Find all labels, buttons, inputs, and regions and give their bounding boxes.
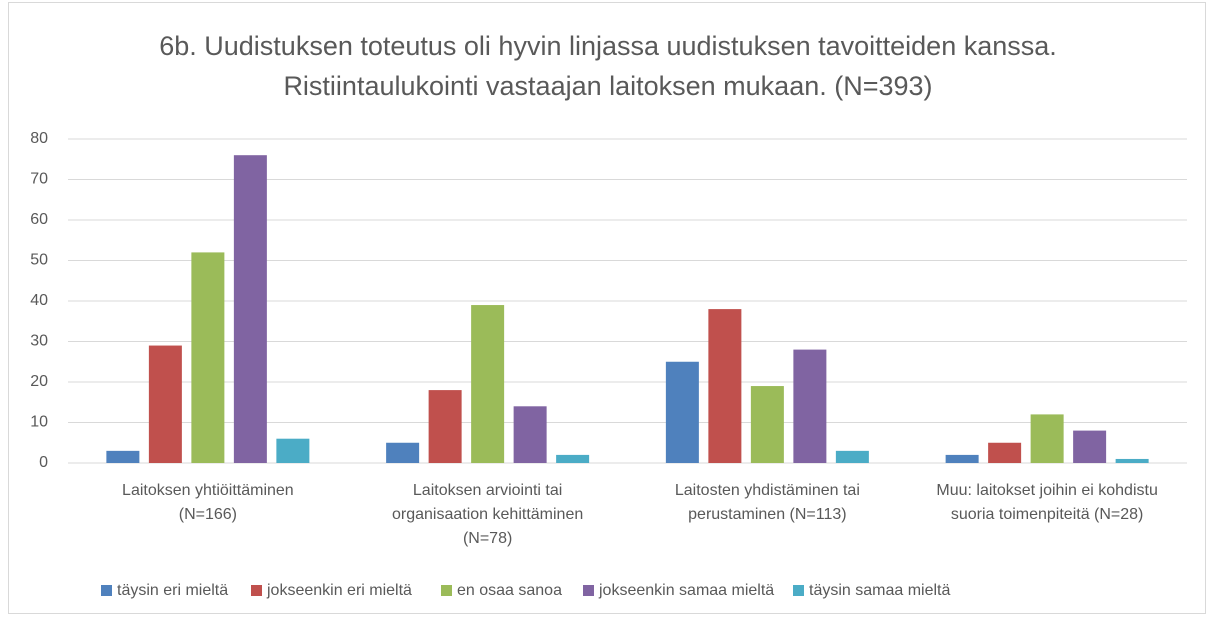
bar — [1030, 414, 1064, 463]
chart-title: 6b. Uudistuksen toteutus oli hyvin linja… — [159, 31, 1057, 101]
bar — [988, 442, 1022, 463]
legend-label: jokseenkin eri mieltä — [266, 582, 412, 599]
bar — [471, 305, 505, 463]
bar — [665, 361, 699, 463]
bar — [793, 349, 827, 463]
y-tick-label: 40 — [30, 292, 48, 309]
legend-swatch — [101, 585, 112, 596]
y-tick-label: 20 — [30, 373, 48, 390]
bar — [945, 454, 979, 463]
bar — [513, 406, 547, 463]
bar — [556, 454, 590, 463]
x-tick-label: suoria toimenpiteitä (N=28) — [951, 506, 1144, 523]
chart-frame — [8, 2, 1206, 614]
bar — [191, 252, 225, 463]
bar — [750, 386, 784, 463]
legend-label: jokseenkin samaa mieltä — [598, 582, 774, 599]
bar — [835, 450, 869, 463]
bar — [1115, 458, 1149, 463]
y-tick-label: 0 — [39, 454, 48, 471]
x-tick-label: (N=78) — [463, 530, 512, 547]
x-tick-label: Muu: laitokset joihin ei kohdistu — [936, 482, 1157, 499]
y-tick-label: 30 — [30, 333, 48, 350]
bar — [148, 345, 182, 463]
bar — [428, 390, 462, 463]
bar — [1073, 430, 1107, 463]
legend-label: en osaa sanoa — [457, 582, 562, 599]
legend-label: täysin eri mieltä — [117, 582, 228, 599]
x-tick-label: Laitosten yhdistäminen tai — [675, 482, 860, 499]
x-tick-label: Laitoksen yhtiöittäminen — [122, 482, 294, 499]
x-tick-label: organisaation kehittäminen — [392, 506, 583, 523]
legend-swatch — [441, 585, 452, 596]
y-tick-label: 10 — [30, 414, 48, 431]
y-tick-label: 80 — [30, 130, 48, 147]
legend-swatch — [793, 585, 804, 596]
y-tick-label: 50 — [30, 252, 48, 269]
x-tick-label: Laitoksen arviointi tai — [413, 482, 562, 499]
bar — [386, 442, 420, 463]
x-tick-label: (N=166) — [179, 506, 237, 523]
bar — [233, 155, 267, 463]
legend-swatch — [583, 585, 594, 596]
y-tick-label: 70 — [30, 171, 48, 188]
y-tick-label: 60 — [30, 211, 48, 228]
legend-label: täysin samaa mieltä — [809, 582, 950, 599]
bar — [708, 309, 742, 463]
bar — [276, 438, 310, 463]
legend-swatch — [251, 585, 262, 596]
x-tick-label: perustaminen (N=113) — [688, 506, 846, 523]
bar — [106, 450, 140, 463]
